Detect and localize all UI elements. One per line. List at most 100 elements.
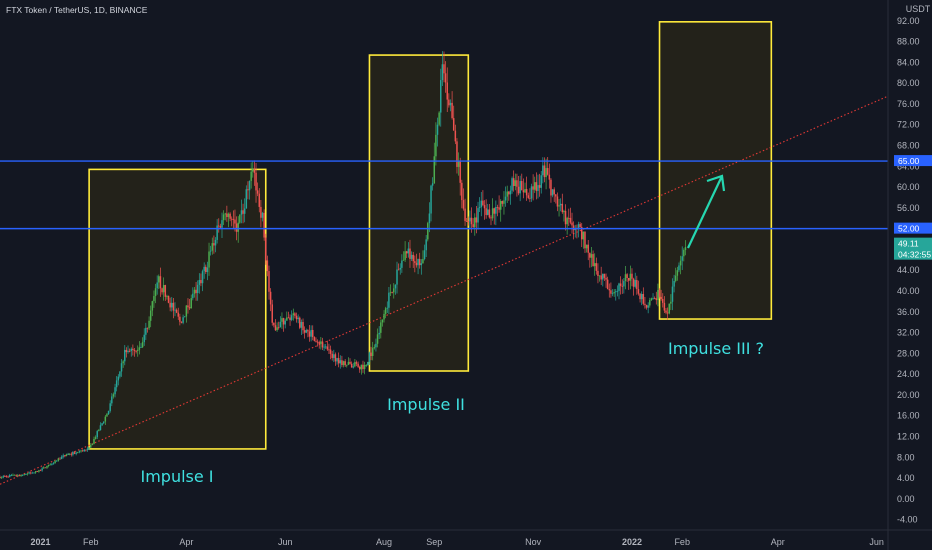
candle	[206, 261, 209, 281]
candle-body	[435, 134, 437, 157]
candle	[598, 275, 601, 282]
candle	[674, 267, 677, 283]
candle	[373, 344, 376, 350]
candle	[378, 326, 380, 340]
candle-body	[125, 349, 128, 353]
candle	[357, 361, 359, 368]
candle	[93, 436, 95, 445]
candle-body	[247, 189, 249, 191]
candle-body	[299, 317, 301, 328]
candle-body	[294, 313, 296, 316]
candle	[658, 288, 661, 299]
candle-body	[55, 460, 58, 462]
candle	[174, 302, 176, 317]
x-tick-label: Feb	[83, 537, 99, 547]
candle	[589, 252, 591, 268]
currency-label: USDT	[906, 4, 931, 14]
candle-body	[300, 321, 303, 328]
candle-body	[318, 342, 320, 344]
candle	[649, 297, 651, 308]
candle	[487, 203, 489, 216]
candle	[448, 93, 450, 108]
candle	[77, 451, 79, 454]
candle-body	[470, 217, 473, 225]
candle	[149, 305, 152, 328]
candle-body	[303, 330, 306, 333]
candle-body	[415, 262, 418, 266]
candle-body	[566, 217, 568, 225]
candle-body	[490, 217, 492, 219]
candle	[114, 383, 116, 398]
candle	[610, 282, 612, 298]
candle	[138, 341, 141, 355]
candle	[368, 351, 371, 366]
candle-body	[407, 248, 410, 254]
candle-body	[354, 362, 356, 367]
candle	[21, 474, 24, 477]
candle-body	[196, 284, 199, 294]
candle-body	[269, 291, 272, 305]
candle-body	[331, 353, 333, 358]
candle-body	[172, 302, 175, 311]
candle	[26, 472, 29, 476]
candle-body	[282, 318, 285, 325]
candle	[47, 464, 50, 468]
candle-body	[363, 364, 366, 370]
candle-body	[629, 273, 632, 281]
candle-body	[263, 212, 265, 238]
candle-body	[443, 64, 445, 74]
candle	[135, 350, 137, 354]
candle	[404, 241, 406, 262]
candle-body	[203, 266, 205, 272]
candle	[465, 218, 468, 222]
candle	[600, 266, 602, 285]
candle	[482, 190, 484, 207]
candle-body	[305, 330, 308, 333]
candle	[360, 364, 363, 375]
candle-body	[117, 376, 120, 381]
candle	[140, 343, 142, 349]
candle-body	[253, 169, 256, 173]
candle-body	[532, 186, 534, 190]
candle	[546, 157, 549, 176]
candle	[205, 264, 207, 274]
candle	[230, 216, 233, 227]
candle-body	[94, 437, 97, 439]
candle-body	[537, 185, 539, 191]
candle-body	[553, 189, 555, 195]
candle	[464, 198, 466, 226]
candle-body	[436, 124, 439, 135]
candle-body	[106, 414, 108, 417]
candle	[574, 224, 577, 238]
candle-body	[438, 112, 440, 125]
candle-body	[410, 254, 413, 259]
candle-body	[418, 258, 421, 266]
candle-body	[487, 209, 489, 215]
candles	[0, 51, 687, 479]
candle-body	[488, 209, 491, 218]
candle	[433, 142, 436, 184]
candle-body	[480, 200, 483, 208]
candle	[501, 200, 504, 207]
candle	[67, 452, 69, 456]
candle-body	[404, 251, 406, 260]
candle-body	[631, 273, 633, 279]
candle-body	[297, 317, 299, 320]
candle-body	[39, 470, 42, 472]
candle-body	[115, 380, 118, 388]
candle-body	[23, 474, 26, 476]
candle-body	[597, 270, 599, 277]
candle-body	[274, 325, 277, 331]
candle-body	[230, 218, 233, 220]
candle-body	[621, 285, 623, 287]
candle	[509, 185, 512, 205]
candle-body	[663, 302, 666, 311]
candle-body	[8, 475, 11, 478]
candle-body	[221, 220, 223, 228]
candle	[540, 170, 542, 194]
candle-body	[344, 361, 346, 366]
candle	[354, 358, 356, 368]
candle	[490, 215, 492, 226]
